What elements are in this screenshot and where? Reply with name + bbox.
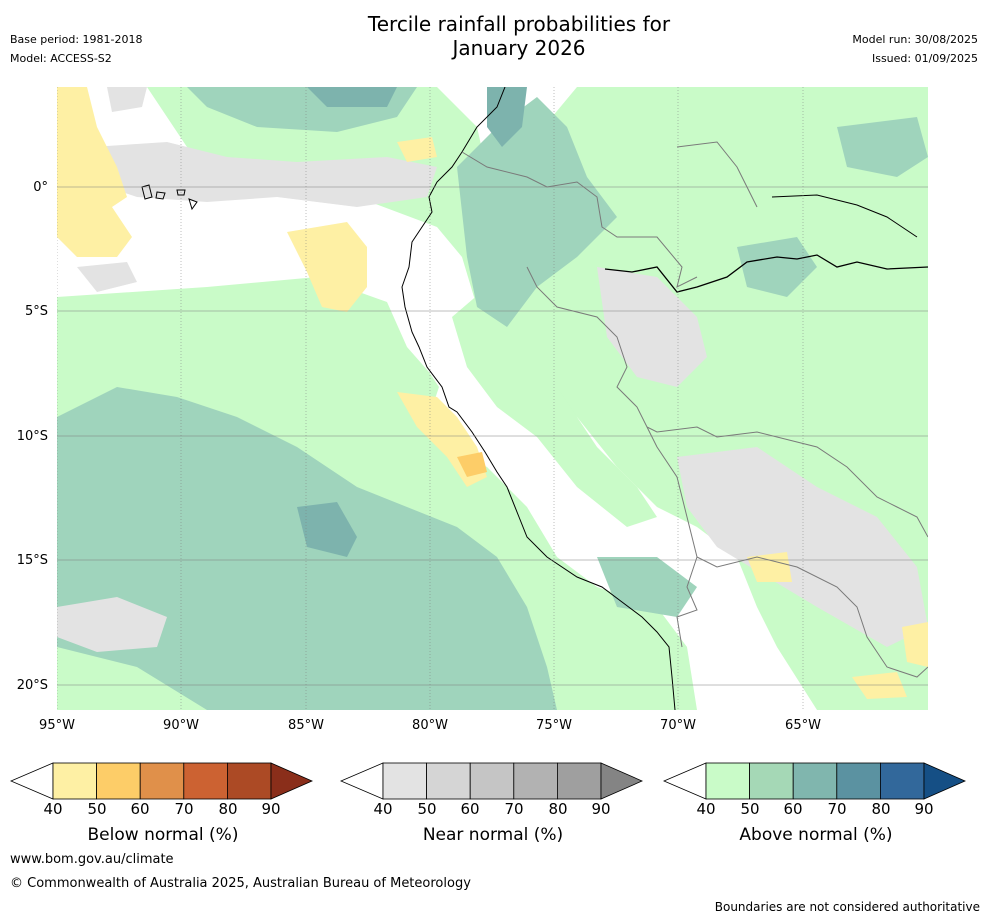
colorbar-near-normal: [339, 762, 650, 804]
below-normal-40-patch-chile: [852, 672, 907, 699]
tick-near-70: 70: [504, 800, 524, 818]
map-gridlines: [57, 87, 928, 710]
tick-above-70: 70: [827, 800, 847, 818]
below-normal-50-patch-coast: [457, 452, 487, 477]
above-normal-40-region-north: [147, 87, 928, 710]
above-normal-50-region-amazon: [457, 97, 617, 327]
below-normal-40-patch-southeast: [902, 622, 928, 667]
tick-below-70: 70: [174, 800, 194, 818]
lat-label-0: 0°: [33, 180, 48, 195]
above-normal-60-patch-2: [487, 87, 527, 147]
colorbar-above-normal: [662, 762, 973, 804]
issued-label: Issued: 01/09/2025: [871, 52, 978, 65]
near-colorbar-bin-1: [382, 762, 427, 800]
coastline: [401, 87, 676, 710]
above-normal-50-patch-river: [737, 237, 817, 297]
near-normal-40-region-galapagos: [92, 142, 437, 207]
tick-near-60: 60: [460, 800, 480, 818]
lon-label-95w: 95°W: [39, 718, 75, 733]
above-colorbar-low-arrow: [662, 762, 707, 800]
tick-above-60: 60: [783, 800, 803, 818]
above-normal-60-patch-3: [307, 87, 397, 107]
tick-near-40: 40: [373, 800, 393, 818]
lat-label-5s: 5°S: [24, 304, 48, 319]
above-colorbar-bin-2: [749, 762, 794, 800]
near-colorbar-bin-2: [426, 762, 471, 800]
lat-label-20s: 20°S: [16, 678, 48, 693]
lon-label-90w: 90°W: [163, 718, 199, 733]
above-colorbar-bin-5: [879, 762, 925, 800]
near-colorbar-high-arrow: [600, 762, 643, 800]
near-normal-40-patch-west: [77, 262, 137, 292]
above-normal-50-patch-east: [837, 117, 928, 177]
tick-above-40: 40: [696, 800, 716, 818]
river-line-north: [771, 194, 918, 238]
tick-below-90: 90: [261, 800, 281, 818]
colorbar-near-title: Near normal (%): [422, 825, 564, 845]
above-colorbar-bin-4: [836, 762, 881, 800]
below-colorbar-high-arrow: [270, 762, 313, 800]
below-colorbar-bin-2: [96, 762, 141, 800]
tick-near-50: 50: [417, 800, 437, 818]
below-colorbar-low-arrow: [9, 762, 54, 800]
tick-below-60: 60: [130, 800, 150, 818]
above-normal-40-band-coast: [452, 287, 657, 527]
probability-map[interactable]: [57, 87, 928, 710]
tick-below-50: 50: [87, 800, 107, 818]
tick-above-50: 50: [740, 800, 760, 818]
near-normal-40-patch-ocean: [57, 597, 167, 652]
below-colorbar-bin-1: [52, 762, 97, 800]
tick-below-80: 80: [218, 800, 238, 818]
near-normal-40-region-bolivia: [677, 447, 928, 647]
lat-label-15s: 15°S: [16, 553, 48, 568]
above-normal-60-patch-1: [297, 502, 357, 557]
above-colorbar-high-arrow: [923, 762, 966, 800]
lon-label-65w: 65°W: [785, 718, 821, 733]
near-colorbar-bin-5: [556, 762, 602, 800]
galapagos-islands: [141, 184, 198, 211]
base-period-label: Base period: 1981-2018: [10, 33, 143, 46]
model-label: Model: ACCESS-S2: [10, 52, 112, 65]
model-run-label: Model run: 30/08/2025: [852, 33, 978, 46]
tick-above-90: 90: [914, 800, 934, 818]
above-colorbar-bin-1: [705, 762, 750, 800]
colorbar-below-title: Below normal (%): [87, 825, 239, 845]
below-normal-40-region-northwest: [57, 87, 132, 257]
below-normal-40-region-offshore: [287, 222, 367, 312]
above-colorbar-bin-3: [792, 762, 838, 800]
title-line-2: January 2026: [452, 36, 586, 60]
lon-label-70w: 70°W: [660, 718, 696, 733]
near-normal-40-patch-north: [107, 87, 147, 112]
tick-near-90: 90: [591, 800, 611, 818]
disclaimer-text: Boundaries are not considered authoritat…: [714, 900, 980, 914]
lon-label-85w: 85°W: [288, 718, 324, 733]
tick-below-40: 40: [43, 800, 63, 818]
colorbar-below-normal: [9, 762, 320, 804]
near-colorbar-bin-3: [469, 762, 515, 800]
below-colorbar-bin-3: [139, 762, 185, 800]
lat-label-10s: 10°S: [16, 429, 48, 444]
near-normal-40-region-peru: [597, 267, 707, 387]
river-line: [604, 254, 928, 293]
tick-near-80: 80: [548, 800, 568, 818]
tick-above-80: 80: [871, 800, 891, 818]
below-colorbar-bin-4: [183, 762, 228, 800]
near-colorbar-bin-4: [513, 762, 558, 800]
lon-label-80w: 80°W: [412, 718, 448, 733]
country-borders: [461, 141, 928, 678]
below-colorbar-bin-5: [226, 762, 272, 800]
near-colorbar-low-arrow: [339, 762, 384, 800]
lon-label-75w: 75°W: [536, 718, 572, 733]
website-link[interactable]: www.bom.gov.au/climate: [10, 852, 174, 867]
copyright-text: © Commonwealth of Australia 2025, Austra…: [10, 876, 471, 891]
below-normal-40-patch-bolivia: [747, 552, 792, 582]
below-normal-40-patch-north: [397, 137, 437, 162]
title-line-1: Tercile rainfall probabilities for: [367, 12, 671, 36]
map-title: Tercile rainfall probabilities for Janua…: [0, 12, 988, 60]
colorbar-above-title: Above normal (%): [739, 825, 893, 845]
above-normal-50-region-pacific: [57, 387, 557, 710]
